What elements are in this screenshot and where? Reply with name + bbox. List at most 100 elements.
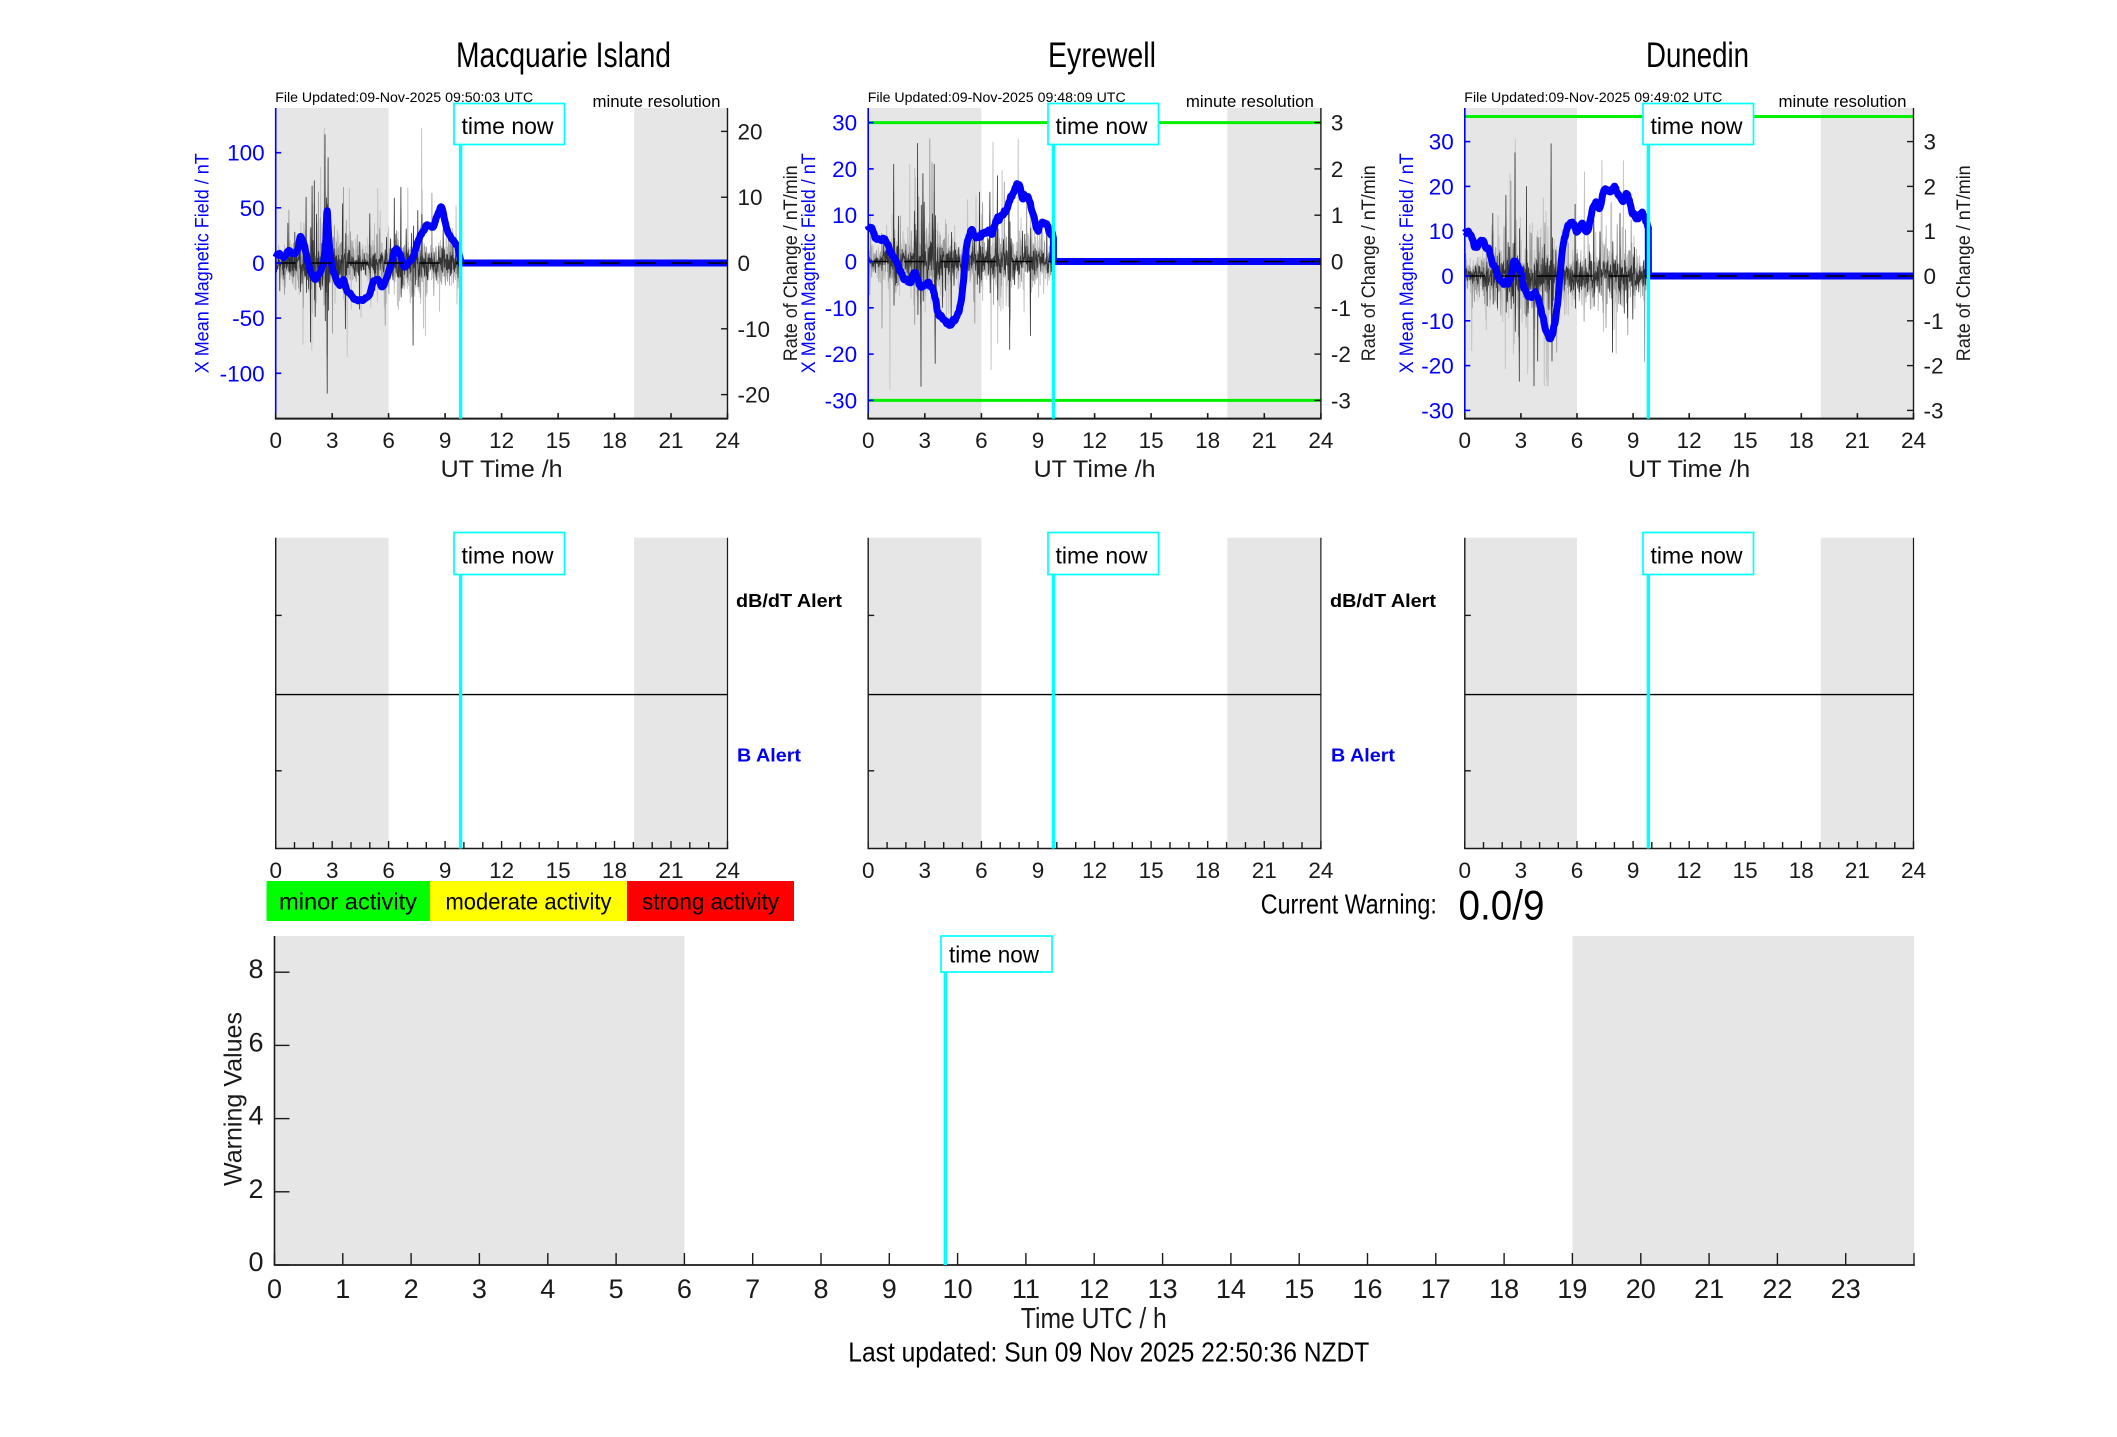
- svg-text:-30: -30: [1421, 398, 1454, 423]
- svg-text:Eyrewell: Eyrewell: [1048, 36, 1156, 75]
- svg-text:20: 20: [1429, 174, 1454, 199]
- svg-text:22: 22: [1762, 1274, 1792, 1304]
- svg-text:0: 0: [1459, 858, 1472, 883]
- svg-text:6: 6: [975, 858, 988, 883]
- svg-text:9: 9: [1032, 428, 1045, 453]
- svg-text:-10: -10: [1421, 309, 1454, 334]
- svg-text:21: 21: [1845, 428, 1870, 453]
- svg-text:0: 0: [1441, 264, 1454, 289]
- svg-text:6: 6: [382, 858, 395, 883]
- svg-text:Rate of Change / nT/min: Rate of Change / nT/min: [780, 165, 802, 361]
- svg-text:Rate of Change / nT/min: Rate of Change / nT/min: [1358, 165, 1380, 361]
- svg-text:0: 0: [862, 428, 875, 453]
- svg-text:21: 21: [1694, 1274, 1724, 1304]
- svg-text:2: 2: [1924, 174, 1937, 199]
- svg-text:20: 20: [738, 119, 763, 144]
- svg-text:6: 6: [382, 428, 395, 453]
- svg-text:18: 18: [1195, 858, 1220, 883]
- svg-text:3: 3: [326, 428, 339, 453]
- svg-text:UT Time /h: UT Time /h: [441, 456, 563, 483]
- svg-text:UT Time /h: UT Time /h: [1628, 456, 1750, 483]
- svg-text:0: 0: [1924, 264, 1937, 289]
- svg-text:3: 3: [1331, 111, 1344, 136]
- svg-text:24: 24: [1901, 428, 1926, 453]
- svg-text:24: 24: [1308, 858, 1333, 883]
- svg-text:Dunedin: Dunedin: [1646, 36, 1749, 75]
- svg-text:15: 15: [1284, 1274, 1314, 1304]
- svg-text:12: 12: [1082, 428, 1107, 453]
- svg-text:30: 30: [832, 111, 857, 136]
- svg-text:10: 10: [943, 1274, 973, 1304]
- svg-text:-2: -2: [1331, 342, 1351, 367]
- svg-text:10: 10: [1429, 219, 1454, 244]
- svg-text:File Updated:09-Nov-2025 09:48: File Updated:09-Nov-2025 09:48:09 UTC: [868, 90, 1126, 106]
- svg-text:15: 15: [1139, 858, 1164, 883]
- svg-text:3: 3: [326, 858, 339, 883]
- svg-text:-20: -20: [1421, 354, 1454, 379]
- svg-text:Macquarie Island: Macquarie Island: [456, 36, 671, 75]
- svg-text:strong activity: strong activity: [642, 889, 779, 915]
- svg-text:time now: time now: [462, 113, 554, 139]
- svg-text:24: 24: [1308, 428, 1333, 453]
- svg-text:6: 6: [677, 1274, 692, 1304]
- svg-text:24: 24: [1901, 858, 1926, 883]
- svg-text:minor activity: minor activity: [279, 889, 418, 915]
- svg-text:6: 6: [975, 428, 988, 453]
- svg-text:X Mean Magnetic Field / nT: X Mean Magnetic Field / nT: [798, 153, 820, 373]
- svg-text:100: 100: [227, 141, 265, 166]
- svg-text:dB/dT Alert: dB/dT Alert: [1330, 590, 1436, 611]
- svg-text:9: 9: [1627, 428, 1640, 453]
- svg-text:8: 8: [813, 1274, 828, 1304]
- svg-text:-100: -100: [220, 361, 265, 386]
- svg-text:dB/dT Alert: dB/dT Alert: [736, 590, 842, 611]
- svg-text:18: 18: [602, 428, 627, 453]
- svg-text:12: 12: [1082, 858, 1107, 883]
- svg-text:21: 21: [1252, 428, 1277, 453]
- svg-text:File Updated:09-Nov-2025 09:49: File Updated:09-Nov-2025 09:49:02 UTC: [1464, 90, 1722, 106]
- svg-text:20: 20: [832, 157, 857, 182]
- svg-text:time now: time now: [1651, 113, 1743, 139]
- svg-text:18: 18: [1195, 428, 1220, 453]
- svg-text:10: 10: [738, 185, 763, 210]
- svg-text:X Mean Magnetic Field / nT: X Mean Magnetic Field / nT: [192, 153, 214, 373]
- svg-text:Time UTC / h: Time UTC / h: [1021, 1303, 1167, 1335]
- svg-text:4: 4: [248, 1101, 263, 1131]
- svg-text:6: 6: [248, 1027, 263, 1057]
- svg-text:0: 0: [269, 428, 282, 453]
- svg-text:50: 50: [240, 196, 265, 221]
- svg-text:12: 12: [1677, 428, 1702, 453]
- svg-text:13: 13: [1148, 1274, 1178, 1304]
- svg-text:0: 0: [269, 858, 282, 883]
- svg-text:moderate activity: moderate activity: [446, 889, 612, 915]
- svg-text:minute resolution: minute resolution: [1779, 92, 1907, 111]
- svg-text:4: 4: [540, 1274, 555, 1304]
- svg-text:9: 9: [439, 428, 452, 453]
- svg-text:minute resolution: minute resolution: [593, 92, 721, 111]
- svg-text:24: 24: [715, 428, 740, 453]
- svg-text:-20: -20: [825, 342, 858, 367]
- svg-text:B Alert: B Alert: [1331, 745, 1395, 766]
- svg-text:3: 3: [1924, 130, 1937, 155]
- svg-text:15: 15: [1733, 858, 1758, 883]
- svg-text:File Updated:09-Nov-2025 09:50: File Updated:09-Nov-2025 09:50:03 UTC: [275, 90, 533, 106]
- svg-text:19: 19: [1557, 1274, 1587, 1304]
- svg-text:-50: -50: [232, 306, 265, 331]
- svg-text:30: 30: [1429, 130, 1454, 155]
- svg-text:-2: -2: [1924, 354, 1944, 379]
- svg-text:0: 0: [1459, 428, 1472, 453]
- svg-text:1: 1: [1331, 203, 1344, 228]
- svg-text:-1: -1: [1331, 296, 1351, 321]
- svg-text:9: 9: [1032, 858, 1045, 883]
- svg-text:11: 11: [1012, 1274, 1040, 1304]
- svg-text:Current Warning:: Current Warning:: [1261, 889, 1437, 920]
- svg-text:0.0/9: 0.0/9: [1459, 882, 1545, 929]
- svg-text:-30: -30: [825, 388, 858, 413]
- svg-text:Rate of Change / nT/min: Rate of Change / nT/min: [1953, 165, 1975, 361]
- svg-text:3: 3: [919, 428, 932, 453]
- svg-text:0: 0: [862, 858, 875, 883]
- svg-text:0: 0: [248, 1247, 263, 1277]
- svg-text:10: 10: [832, 203, 857, 228]
- svg-text:9: 9: [882, 1274, 897, 1304]
- svg-text:-3: -3: [1331, 388, 1351, 413]
- svg-text:0: 0: [738, 251, 751, 276]
